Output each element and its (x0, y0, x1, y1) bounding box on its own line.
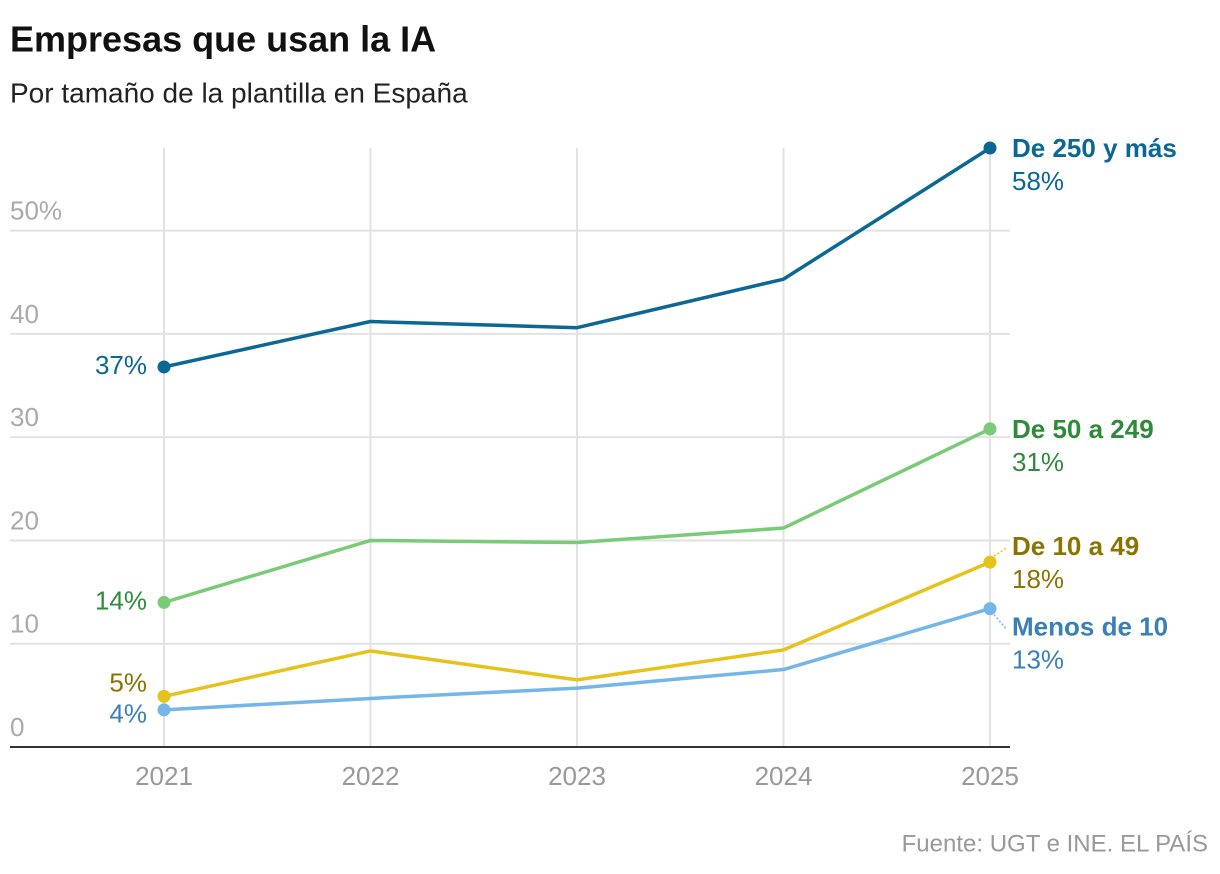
value-label: 37% (95, 350, 147, 380)
value-label: 5% (109, 667, 147, 697)
value-label: 13% (1012, 644, 1064, 674)
point (157, 360, 171, 374)
source: Fuente: UGT e INE. EL PAÍS (902, 830, 1208, 857)
leader-line (993, 547, 1007, 557)
line (163, 146, 991, 369)
y-tick-label: 30 (10, 402, 39, 432)
y-tick-label: 20 (10, 505, 39, 535)
series-label: De 10 a 49 (1012, 531, 1139, 561)
line (163, 606, 991, 712)
point (157, 689, 171, 703)
point (157, 595, 171, 609)
value-label: 18% (1012, 564, 1064, 594)
series-label: De 50 a 249 (1012, 414, 1154, 444)
chart-title: Empresas que usan la IA (10, 19, 436, 60)
line (163, 427, 991, 605)
point (983, 555, 997, 569)
value-label: 31% (1012, 447, 1064, 477)
point (983, 422, 997, 436)
value-label: 58% (1012, 166, 1064, 196)
x-tick-label: 2023 (548, 761, 606, 791)
y-tick-label: 10 (10, 609, 39, 639)
x-tick-label: 2021 (135, 761, 193, 791)
y-tick-label: 50% (10, 195, 62, 225)
point (157, 703, 171, 717)
chart-subtitle: Por tamaño de la plantilla en España (10, 77, 468, 108)
value-label: 4% (109, 699, 147, 729)
series-label: Menos de 10 (1012, 611, 1168, 641)
point (983, 602, 997, 616)
leader-line (993, 614, 1007, 630)
y-tick-label: 40 (10, 299, 39, 329)
x-tick-label: 2024 (755, 761, 813, 791)
series-label: De 250 y más (1012, 133, 1177, 163)
point (983, 141, 997, 155)
y-tick-label: 0 (10, 712, 24, 742)
value-label: 14% (95, 585, 147, 615)
x-tick-label: 2025 (961, 761, 1019, 791)
line (163, 560, 991, 699)
x-tick-label: 2022 (342, 761, 400, 791)
